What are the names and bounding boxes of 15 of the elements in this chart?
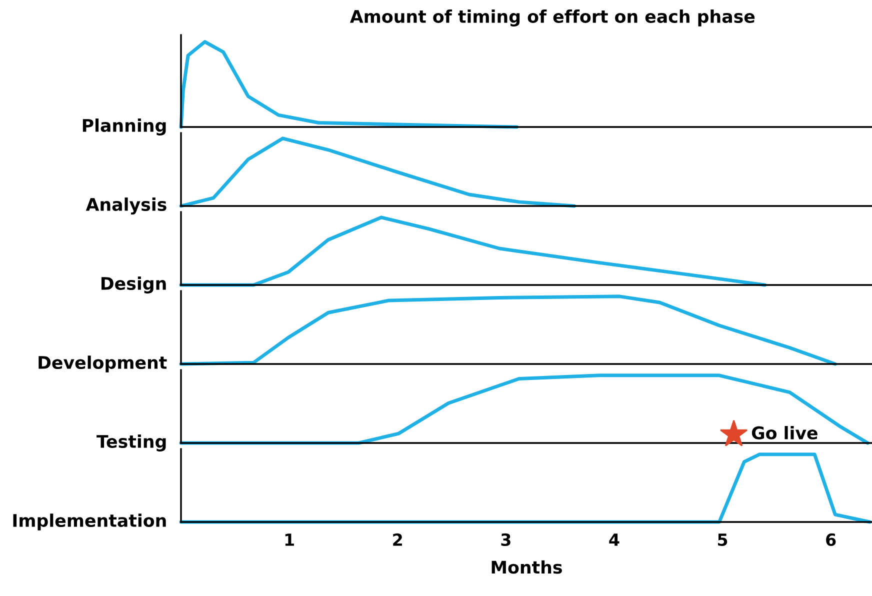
chart-title: Amount of timing of effort on each phase <box>350 10 755 26</box>
y-axis-title: Planning <box>82 118 166 136</box>
annotation: Go live <box>752 426 818 440</box>
y-axis-title: Implementation <box>13 514 166 530</box>
y-axis-title: Development <box>38 356 167 372</box>
x-axis-title: Months <box>492 560 562 574</box>
x-tick-label: 3 <box>501 533 510 546</box>
x-tick-label: 1 <box>285 534 294 546</box>
x-tick-label: 6 <box>826 533 836 546</box>
y-axis-title: Testing <box>96 434 166 452</box>
x-tick-label: 4 <box>609 534 620 546</box>
x-tick-label: 2 <box>393 533 402 546</box>
y-axis-title: Design <box>102 276 166 294</box>
x-tick-label: 5 <box>718 534 728 546</box>
y-axis-title: Analysis <box>86 198 166 214</box>
